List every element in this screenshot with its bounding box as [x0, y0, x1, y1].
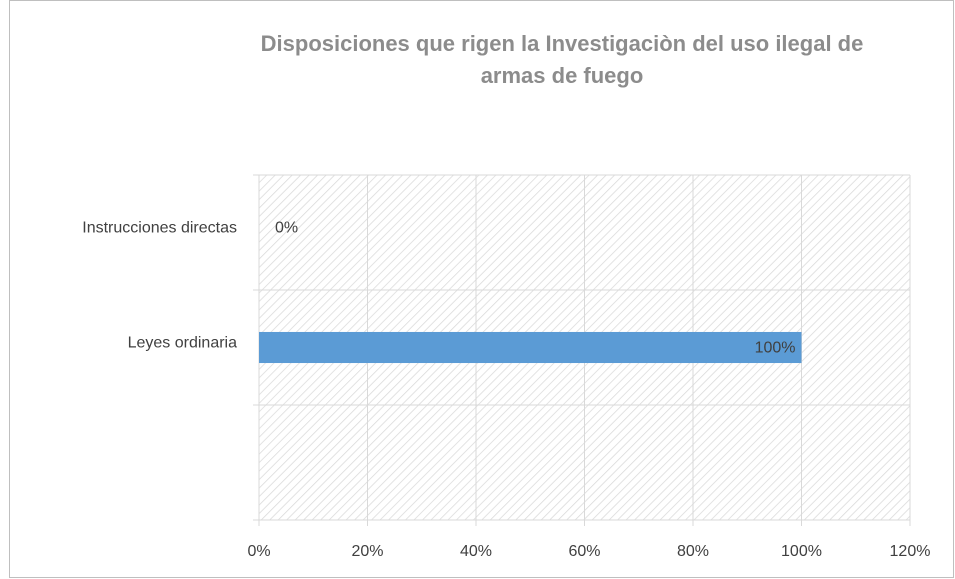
data-label: 100% — [755, 340, 796, 357]
x-tick-label: 100% — [781, 543, 822, 560]
bar — [259, 331, 802, 364]
x-tick-label: 0% — [247, 543, 270, 560]
frame-border — [9, 0, 954, 578]
x-tick-label: 120% — [890, 543, 931, 560]
x-tick-label: 80% — [677, 543, 709, 560]
data-label: 0% — [275, 220, 298, 237]
chart-title: Disposiciones que rigen la Investigaciòn… — [260, 31, 864, 88]
y-tick-label: Instrucciones directas — [82, 220, 237, 237]
x-tick-label: 60% — [568, 543, 600, 560]
x-tick-label: 40% — [460, 543, 492, 560]
y-tick-label: Leyes ordinaria — [128, 335, 238, 352]
x-tick-label: 20% — [351, 543, 383, 560]
